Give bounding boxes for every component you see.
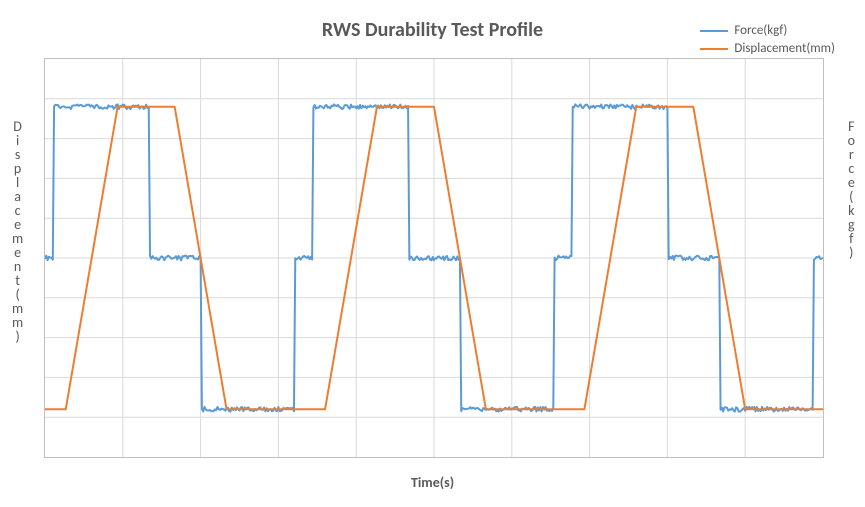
legend-item-force: Force(kgf) <box>700 22 835 40</box>
y-axis-left-label: Displacement(mm) <box>12 120 23 344</box>
legend-item-displacement: Displacement(mm) <box>700 40 835 58</box>
x-axis-label: Time(s) <box>0 474 865 491</box>
plot-area <box>44 58 824 458</box>
legend-swatch-force <box>700 30 728 32</box>
y-axis-right-label: Force(kgf) <box>848 120 855 260</box>
legend-label-force: Force(kgf) <box>734 22 787 40</box>
chart-svg <box>45 59 823 457</box>
legend: Force(kgf) Displacement(mm) <box>700 22 835 58</box>
legend-swatch-displacement <box>700 48 728 50</box>
legend-label-displacement: Displacement(mm) <box>734 40 835 58</box>
